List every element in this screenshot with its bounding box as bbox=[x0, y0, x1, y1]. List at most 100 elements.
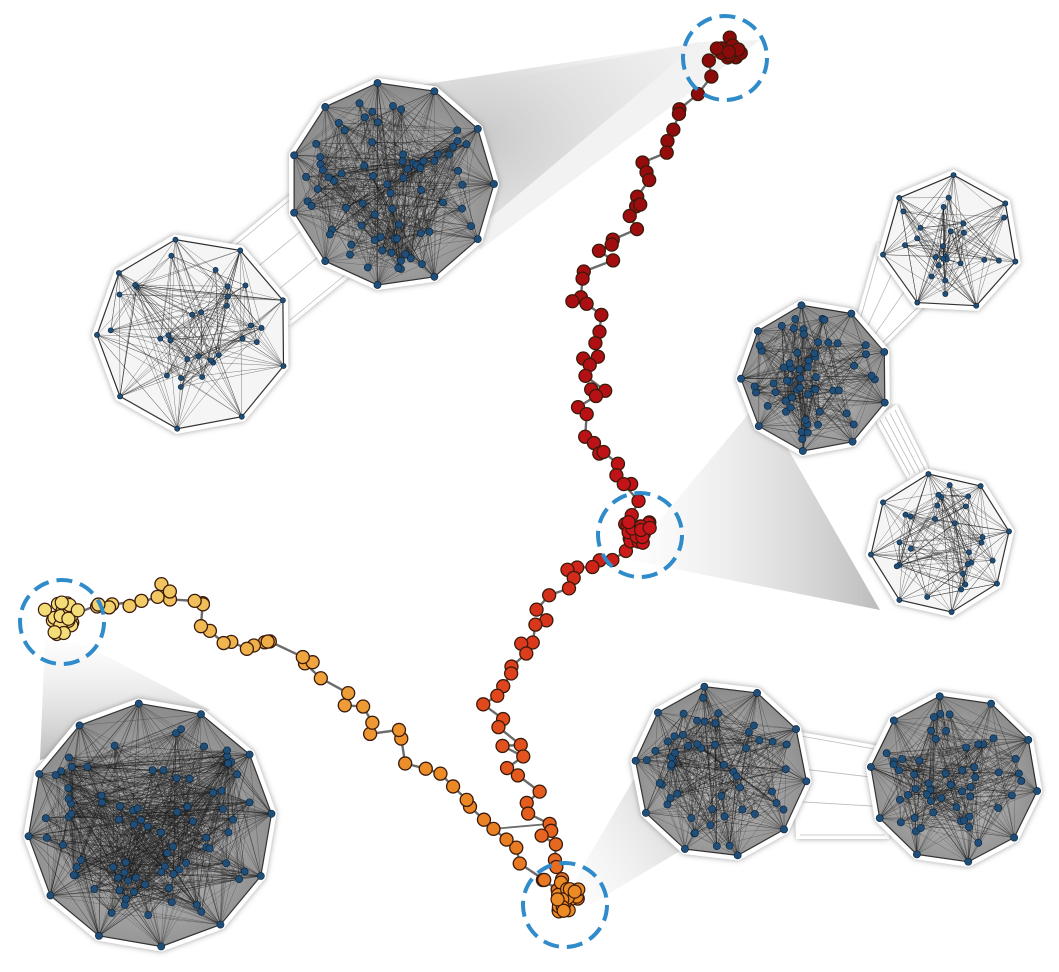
cluster-edge bbox=[364, 117, 391, 194]
cluster-edge bbox=[645, 713, 719, 814]
cluster-edge bbox=[180, 250, 241, 388]
cluster-edge bbox=[940, 496, 964, 574]
cluster-edge bbox=[759, 318, 823, 346]
cluster-edge bbox=[772, 728, 797, 742]
cluster-edge bbox=[899, 514, 906, 601]
inset-node bbox=[922, 790, 931, 799]
cluster-edge bbox=[759, 345, 798, 353]
cluster-edge bbox=[819, 345, 866, 412]
inset-node bbox=[280, 363, 287, 369]
cluster-edge bbox=[401, 109, 454, 147]
inset-node bbox=[801, 415, 810, 424]
cluster-edge bbox=[753, 725, 787, 745]
cluster-edge bbox=[963, 217, 1005, 233]
inset-node bbox=[376, 233, 385, 241]
cluster-edge bbox=[759, 740, 786, 770]
inset-node bbox=[700, 717, 709, 726]
cluster-edge bbox=[328, 105, 394, 178]
cluster-edge bbox=[118, 272, 120, 295]
cluster-edge bbox=[187, 327, 262, 360]
cluster-edge bbox=[118, 272, 161, 339]
cluster-edge bbox=[899, 564, 963, 575]
inset-node bbox=[717, 792, 726, 800]
cluster-edge bbox=[171, 255, 212, 361]
cluster-edge bbox=[721, 796, 738, 856]
cluster-edge bbox=[683, 692, 758, 714]
cluster-edge bbox=[635, 760, 741, 788]
cluster-edge bbox=[807, 413, 847, 425]
cluster-edge bbox=[767, 405, 803, 440]
cluster-edge bbox=[645, 766, 672, 814]
inset-node bbox=[417, 186, 426, 194]
cluster-edge bbox=[904, 244, 961, 264]
cluster-edge bbox=[331, 142, 373, 230]
cluster-edge bbox=[398, 224, 478, 240]
cluster-edge bbox=[904, 244, 977, 306]
inset-node bbox=[780, 825, 788, 834]
inset-node bbox=[737, 374, 745, 383]
cluster-edge bbox=[362, 203, 392, 253]
inset-node bbox=[987, 699, 996, 708]
cluster-edge bbox=[691, 721, 705, 819]
cluster-edge bbox=[136, 286, 229, 297]
cluster-edge bbox=[683, 713, 713, 810]
inset-node bbox=[961, 229, 967, 236]
inset-node bbox=[680, 845, 689, 853]
cluster-edge bbox=[785, 411, 854, 425]
inset-node bbox=[965, 493, 972, 500]
cluster-edge bbox=[635, 760, 786, 770]
inset-node bbox=[940, 255, 947, 262]
cluster-edge bbox=[781, 325, 798, 353]
cluster-edge bbox=[949, 714, 994, 739]
inset-node bbox=[960, 220, 967, 227]
cluster-edge bbox=[646, 760, 692, 819]
inset-node bbox=[942, 726, 950, 735]
cluster-edge bbox=[410, 170, 459, 259]
cluster-edge bbox=[392, 183, 495, 209]
cluster-edge bbox=[715, 744, 786, 770]
cluster-edge bbox=[904, 244, 932, 277]
cluster-edge bbox=[307, 168, 408, 202]
inset-node bbox=[935, 262, 942, 269]
cluster-edge bbox=[311, 122, 378, 206]
cluster-edge bbox=[759, 328, 794, 346]
inset-node bbox=[957, 260, 964, 267]
inset-node bbox=[804, 363, 812, 372]
cluster-edge bbox=[659, 713, 684, 784]
cluster-edge bbox=[870, 554, 963, 575]
cluster-edge bbox=[712, 769, 786, 810]
cluster-edge bbox=[364, 165, 381, 238]
inset-node bbox=[924, 779, 933, 788]
inset-node bbox=[979, 534, 986, 541]
cluster-edge bbox=[759, 345, 885, 403]
inset-node bbox=[462, 140, 471, 149]
cluster-edge bbox=[377, 122, 422, 191]
cluster-edge bbox=[802, 424, 854, 440]
cluster-edge bbox=[372, 111, 450, 155]
cluster-edge bbox=[791, 397, 820, 412]
cluster-edge bbox=[160, 305, 228, 339]
projection-shade-right bbox=[630, 400, 880, 610]
cluster-edge bbox=[755, 392, 803, 440]
cluster-edge bbox=[364, 165, 495, 185]
cluster-nodes bbox=[868, 471, 1012, 615]
cluster-edge bbox=[882, 473, 929, 503]
inset-node bbox=[642, 756, 651, 765]
cluster-edge bbox=[984, 203, 1006, 260]
cluster-edge bbox=[904, 244, 944, 247]
inset-node bbox=[902, 511, 909, 518]
inset-node bbox=[631, 756, 640, 765]
inset-node bbox=[789, 324, 798, 333]
cluster-edge bbox=[657, 712, 784, 810]
inset-node bbox=[157, 335, 164, 342]
inset-node bbox=[914, 299, 921, 306]
cluster-edge bbox=[657, 712, 686, 850]
cluster-edge bbox=[449, 154, 495, 185]
cluster-edge bbox=[351, 189, 422, 245]
inset-node bbox=[940, 204, 947, 210]
inset-node bbox=[117, 393, 123, 400]
inset-node bbox=[1012, 258, 1019, 265]
cluster-edge bbox=[910, 505, 938, 517]
inset-node bbox=[960, 816, 968, 825]
cluster-edge bbox=[345, 142, 373, 208]
